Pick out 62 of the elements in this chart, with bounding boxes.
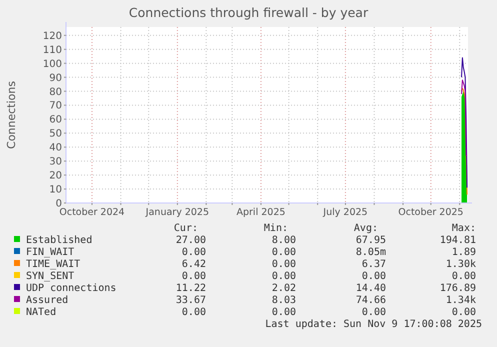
chart-title: Connections through firewall - by year	[128, 5, 369, 20]
text: 33.67	[176, 295, 206, 306]
text: 0.00	[362, 271, 386, 282]
y-tick-label: 10	[49, 184, 62, 196]
text: Max:	[452, 223, 476, 234]
y-tick-label: 60	[49, 114, 62, 126]
text: 8.00	[272, 235, 296, 246]
text: 1.89	[452, 247, 476, 258]
y-tick-label: 110	[42, 44, 62, 56]
y-tick-label: 80	[49, 86, 62, 98]
text: 0.00	[182, 307, 206, 318]
text: 2.02	[272, 283, 296, 294]
text: Avg:	[354, 223, 378, 234]
y-tick-label: 70	[49, 100, 62, 112]
x-tick-label: July 2025	[322, 207, 368, 218]
text: 0.00	[272, 259, 296, 270]
text: 27.00	[176, 235, 206, 246]
y-tick-label: 40	[49, 142, 62, 154]
legend-label: TIME_WAIT	[26, 259, 80, 270]
legend-label: FIN_WAIT	[26, 247, 74, 258]
text: 6.42	[182, 259, 206, 270]
text: 8.05m	[356, 247, 386, 258]
x-tick-label: October 2024	[59, 207, 125, 218]
y-tick-label: 30	[49, 156, 62, 168]
text: 0.00	[272, 271, 296, 282]
x-tick-label: October 2025	[398, 207, 464, 218]
text: 1.34k	[446, 295, 476, 306]
legend-label: Assured	[26, 295, 68, 306]
text: Last update: Sun Nov 9 17:00:08 2025	[265, 319, 482, 330]
text: 74.66	[356, 295, 386, 306]
line-series	[461, 80, 468, 156]
text: Min:	[264, 223, 288, 234]
x-tick-label: April 2025	[236, 207, 286, 218]
text: 0.00	[272, 247, 296, 258]
text: Cur:	[174, 223, 198, 234]
text: 0.00	[452, 271, 476, 282]
y-tick-label: 120	[42, 30, 62, 42]
text: 67.95	[356, 235, 386, 246]
text: 0.00	[182, 271, 206, 282]
text: 6.37	[362, 259, 386, 270]
text: 194.81	[440, 235, 476, 246]
text: 1.30k	[446, 259, 476, 270]
text: 0.00	[452, 307, 476, 318]
text: 8.03	[272, 295, 296, 306]
text: 11.22	[176, 283, 206, 294]
text: 14.40	[356, 283, 386, 294]
y-tick-label: 20	[49, 170, 62, 182]
x-tick-label: January 2025	[144, 207, 210, 218]
legend-label: SYN_SENT	[26, 271, 74, 282]
legend-label: Established	[26, 235, 92, 246]
legend-label: UDP connections	[26, 283, 116, 294]
y-axis-title: Connections	[5, 80, 18, 149]
text: 0.00	[272, 307, 296, 318]
text: 176.89	[440, 283, 476, 294]
legend-label: NATed	[26, 307, 56, 318]
y-tick-label: 100	[42, 58, 62, 70]
line-series	[461, 57, 468, 188]
text: 0.00	[362, 307, 386, 318]
y-tick-label: 90	[49, 72, 62, 84]
y-tick-label: 0	[56, 198, 62, 210]
y-tick-label: 50	[49, 128, 62, 140]
text: 0.00	[182, 247, 206, 258]
